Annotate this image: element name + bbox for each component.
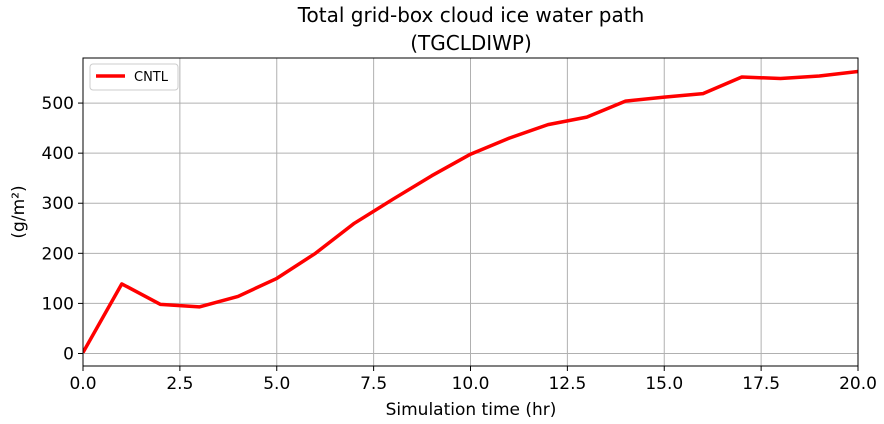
legend-box [89, 63, 179, 91]
y-axis-label: (g/m²) [9, 185, 29, 238]
chart-title-line2: (TGCLDIWP) [410, 31, 532, 55]
y-tick-label: 400 [42, 144, 74, 164]
x-tick-label: 20.0 [839, 374, 877, 394]
legend: CNTL [89, 63, 179, 91]
y-tick-label: 0 [63, 344, 74, 364]
x-tick-label: 7.5 [360, 374, 387, 394]
y-tick-label: 200 [42, 244, 74, 264]
legend-label-cntl: CNTL [134, 70, 169, 85]
x-tick-label: 15.0 [645, 374, 683, 394]
chart-title-line1: Total grid-box cloud ice water path [297, 3, 645, 27]
series-layer [83, 69, 858, 354]
y-tick-label: 100 [42, 294, 74, 314]
x-tick-label: 2.5 [166, 374, 193, 394]
x-tick-label: 17.5 [742, 374, 780, 394]
x-tick-label: 10.0 [452, 374, 490, 394]
x-tick-label: 5.0 [263, 374, 290, 394]
ticks: 0.0 2.5 5.0 7.5 10.0 12.5 15.0 17.5 20.0 0 100 200 3… [42, 94, 877, 394]
series-line-cntl [83, 69, 858, 354]
grid [82, 58, 859, 366]
y-tick-label: 300 [42, 194, 74, 214]
x-tick-label: 12.5 [548, 374, 586, 394]
x-axis-label: Simulation time (hr) [386, 400, 557, 420]
x-tick-label: 0.0 [69, 374, 96, 394]
y-tick-label: 500 [42, 94, 74, 114]
